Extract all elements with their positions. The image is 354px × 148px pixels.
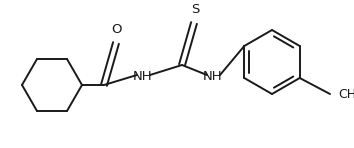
Text: NH: NH <box>203 70 223 82</box>
Text: CH₃: CH₃ <box>338 87 354 100</box>
Text: NH: NH <box>133 70 153 82</box>
Text: O: O <box>112 23 122 36</box>
Text: S: S <box>191 3 199 16</box>
